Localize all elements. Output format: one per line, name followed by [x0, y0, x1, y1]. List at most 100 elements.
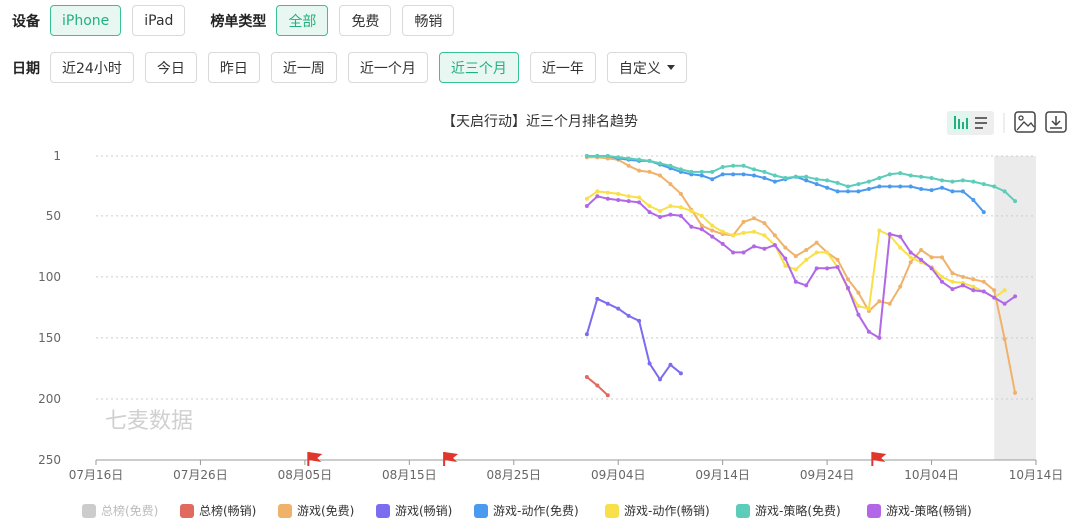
- data-point: [762, 246, 767, 251]
- data-point: [584, 204, 589, 209]
- device-iphone-button[interactable]: iPhone: [50, 5, 122, 36]
- data-point: [584, 154, 589, 158]
- data-point: [710, 228, 715, 233]
- legend-swatch: [867, 504, 881, 518]
- data-point: [919, 186, 924, 191]
- data-point: [1002, 189, 1007, 194]
- x-tick-label: 07月16日: [69, 468, 124, 482]
- data-point: [866, 179, 871, 184]
- flag-icon: [871, 452, 887, 466]
- data-point: [658, 215, 662, 220]
- data-point: [814, 250, 819, 255]
- data-point: [1013, 294, 1018, 299]
- list-type-free-button[interactable]: 免费: [339, 5, 392, 36]
- data-point: [1013, 199, 1018, 204]
- data-point: [908, 260, 913, 265]
- data-point: [584, 196, 589, 201]
- x-tick-label: 09月14日: [695, 468, 750, 482]
- list-type-all-button[interactable]: 全部: [276, 5, 329, 36]
- data-point: [929, 255, 934, 260]
- data-point: [762, 175, 767, 180]
- data-point: [689, 169, 694, 174]
- data-point: [637, 168, 642, 173]
- date-week-button[interactable]: 近一周: [270, 52, 337, 83]
- data-point: [626, 313, 631, 318]
- data-point: [856, 182, 861, 187]
- date-24h-button[interactable]: 近24小时: [50, 52, 134, 83]
- data-point: [992, 295, 997, 300]
- date-today-button[interactable]: 今日: [144, 52, 197, 83]
- series-游戏-动作(畅销): [584, 189, 1007, 311]
- data-point: [637, 200, 642, 205]
- data-point: [626, 194, 631, 199]
- x-tick-label: 07月26日: [173, 468, 228, 482]
- data-point: [605, 196, 610, 201]
- event-flags: [307, 452, 887, 466]
- data-point: [971, 288, 976, 293]
- data-point: [678, 213, 683, 218]
- data-point: [960, 283, 965, 288]
- data-point: [741, 230, 746, 235]
- x-tick-label: 10月04日: [904, 468, 959, 482]
- data-point: [637, 157, 642, 162]
- data-point: [668, 212, 673, 217]
- data-point: [793, 174, 798, 179]
- legend-item[interactable]: 总榜(免费): [82, 503, 158, 518]
- download-icon[interactable]: [1045, 111, 1067, 133]
- data-point: [835, 180, 840, 185]
- image-download-icon[interactable]: [1014, 111, 1036, 133]
- legend-swatch: [605, 504, 619, 518]
- series-line: [586, 195, 1016, 339]
- legend-label: 游戏(畅销): [395, 504, 452, 518]
- data-point: [699, 169, 704, 174]
- data-point: [1002, 288, 1007, 293]
- date-three-months-button[interactable]: 近三个月: [438, 52, 519, 83]
- y-tick-label: 150: [38, 331, 61, 345]
- data-point: [877, 299, 882, 304]
- data-point: [658, 377, 662, 382]
- legend-label: 游戏-策略(免费): [755, 503, 841, 518]
- legend-item[interactable]: 游戏-动作(畅销): [605, 504, 710, 518]
- legend-item[interactable]: 游戏(免费): [278, 503, 354, 518]
- legend-item[interactable]: 游戏-策略(免费): [736, 503, 841, 518]
- data-point: [595, 189, 600, 194]
- list-type-grossing-button[interactable]: 畅销: [402, 5, 455, 36]
- legend-item[interactable]: 游戏-策略(畅销): [867, 503, 972, 518]
- list-icon[interactable]: [975, 117, 987, 129]
- caret-down-icon: [666, 65, 675, 70]
- data-point: [626, 163, 631, 168]
- data-point: [616, 197, 621, 202]
- filter-row-device: 设备 iPhone iPad 榜单类型 全部 免费 畅销: [12, 5, 465, 36]
- data-point: [825, 178, 830, 183]
- data-point: [741, 219, 746, 224]
- date-yesterday-button[interactable]: 昨日: [207, 52, 260, 83]
- bar-chart-icon[interactable]: [954, 116, 968, 129]
- flag-cloth: [444, 452, 459, 462]
- legend-swatch: [736, 504, 750, 518]
- data-point: [919, 257, 924, 262]
- data-point: [940, 255, 944, 260]
- date-month-button[interactable]: 近一个月: [347, 52, 428, 83]
- chart-type-toggle: [947, 111, 994, 135]
- device-ipad-button[interactable]: iPad: [132, 5, 186, 36]
- legend-item[interactable]: 游戏(畅销): [376, 504, 452, 518]
- date-custom-dropdown[interactable]: 自定义: [606, 52, 687, 83]
- data-point: [971, 284, 976, 289]
- data-point: [647, 158, 652, 163]
- data-point: [898, 234, 903, 239]
- data-point: [783, 256, 788, 261]
- x-tick-label: 08月15日: [382, 468, 437, 482]
- date-label: 日期: [12, 60, 40, 77]
- data-point: [752, 216, 756, 221]
- date-year-button[interactable]: 近一年: [529, 52, 596, 83]
- data-point: [720, 241, 725, 246]
- data-point: [605, 301, 610, 306]
- data-point: [960, 178, 965, 183]
- data-point: [616, 191, 621, 196]
- legend-item[interactable]: 游戏-动作(免费): [474, 503, 579, 518]
- date-custom-label: 自定义: [618, 60, 661, 77]
- legend-item[interactable]: 总榜(畅销): [180, 503, 256, 518]
- data-point: [846, 285, 850, 290]
- data-point: [950, 287, 955, 292]
- data-point: [887, 172, 892, 177]
